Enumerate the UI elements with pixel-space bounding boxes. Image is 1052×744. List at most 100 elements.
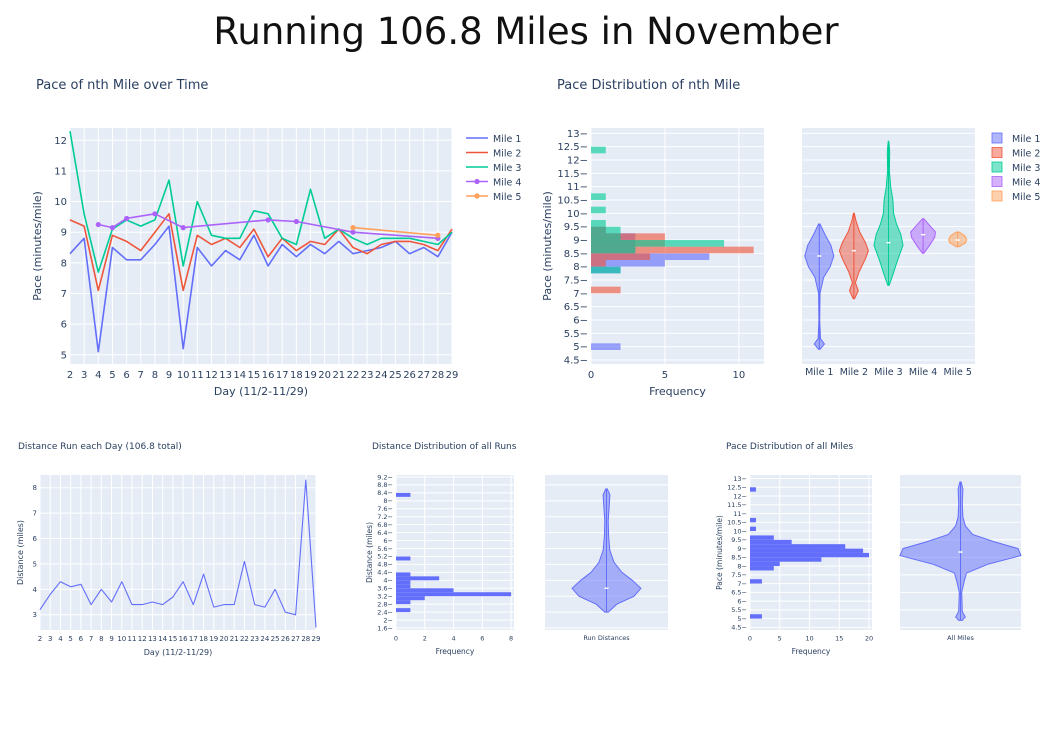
pace-hist-mile-2-bar bbox=[591, 246, 754, 254]
legend-swatch-box bbox=[991, 147, 1003, 158]
pace-line-y-axis-label: Pace (minutes/mile) bbox=[31, 191, 44, 301]
distance-hist-x-axis-label: Frequency bbox=[436, 647, 475, 656]
pace-line-x-tick-label: 29 bbox=[446, 370, 459, 381]
pace-line-y-tick-label: 9 bbox=[61, 228, 67, 239]
distance-hist-y-tick-label: 5.2− bbox=[377, 553, 393, 561]
distance-hist-y-tick-label: 4.8− bbox=[377, 561, 393, 569]
pace-line-mile-5-point bbox=[350, 225, 356, 231]
pace-line-mile-4-point bbox=[123, 215, 130, 222]
pace-violin-x-tick-label: Mile 3 bbox=[874, 367, 902, 378]
allpace-hist-y-tick-label: 13− bbox=[733, 475, 747, 483]
legend-entry-label: Mile 3 bbox=[1012, 163, 1040, 174]
distance-hist-y-tick-label: 3.2− bbox=[377, 592, 393, 600]
pace-line-mile-4-point bbox=[180, 225, 186, 231]
pace-line-x-tick-label: 8 bbox=[152, 370, 158, 381]
legend-entry-label: Mile 4 bbox=[1012, 178, 1040, 189]
pace-line-x-tick-label: 7 bbox=[138, 370, 144, 381]
pace-hist-y-tick-label: 8.5− bbox=[564, 249, 588, 260]
distance-line-x-tick-label: 6 bbox=[79, 635, 84, 643]
pace-hist-y-tick-label: 13− bbox=[567, 129, 588, 140]
allpace-hist-bar bbox=[750, 535, 774, 540]
pace-line-mile-4-point bbox=[152, 211, 158, 217]
distance-line-x-tick-label: 28 bbox=[301, 635, 310, 643]
pace-line-plot-bg bbox=[70, 128, 452, 364]
distance-line-x-tick-label: 24 bbox=[260, 635, 269, 643]
allpace-hist-y-tick-label: 4.5− bbox=[731, 624, 747, 632]
pace-line-mile-5-line bbox=[352, 226, 438, 237]
distance-line-x-tick-label: 16 bbox=[179, 635, 188, 643]
distance-hist-y-tick-label: 8.4− bbox=[377, 489, 393, 497]
pace-hist-mile-1-bar bbox=[591, 260, 665, 267]
distance-line-y-tick-label: 4 bbox=[33, 586, 38, 594]
pace-line-mile-5-point bbox=[435, 232, 441, 238]
pace-line-x-tick-label: 27 bbox=[417, 370, 430, 381]
pace-hist-y-tick-label: 7.5− bbox=[564, 276, 588, 287]
distance-hist-y-tick-label: 6.8− bbox=[377, 521, 393, 529]
allpace-hist-y-tick-label: 6.5− bbox=[731, 589, 747, 597]
allpace-hist-bar bbox=[750, 548, 864, 553]
pace-line-x-tick-label: 14 bbox=[233, 370, 246, 381]
legend-swatch-box bbox=[991, 190, 1003, 202]
pace-hist-y-tick-label: 6.5− bbox=[564, 302, 588, 313]
distance-line-y-tick-label: 5 bbox=[33, 560, 37, 568]
pace-hist-mile-3-bar bbox=[591, 266, 621, 274]
pace-hist-mile-3-bar bbox=[591, 233, 621, 240]
distance-line-x-tick-label: 14 bbox=[158, 635, 167, 643]
pace-hist-y-tick-label: 11− bbox=[567, 182, 588, 193]
pace-hist-y-tick-label: 6− bbox=[573, 316, 588, 327]
pace-hist-y-axis-label: Pace (minutes/mile) bbox=[541, 191, 554, 301]
allpace-hist-y-tick-label: 7.5− bbox=[731, 571, 747, 579]
pace-violin-x-tick-label: Mile 5 bbox=[944, 367, 972, 378]
distance-hist-bar bbox=[396, 556, 411, 561]
distance-hist-x-tick-label: 4 bbox=[451, 635, 455, 643]
allpace-hist-bar bbox=[750, 557, 822, 562]
distance-line-x-axis-label: Day (11/2-11/29) bbox=[144, 648, 213, 657]
pace-line-mile-4-point bbox=[293, 218, 299, 225]
allpace-hist-y-tick-label: 9.5− bbox=[731, 536, 747, 544]
distance-line-x-tick-label: 12 bbox=[138, 635, 147, 643]
pace-line-x-tick-label: 6 bbox=[123, 370, 129, 381]
legend-entry-label: Mile 1 bbox=[493, 134, 521, 145]
pace-line-x-tick-label: 11 bbox=[191, 370, 204, 381]
distance-hist-y-axis-label: Distance (miles) bbox=[365, 522, 374, 583]
distance-hist-bar bbox=[396, 576, 440, 581]
pace-line-x-tick-label: 15 bbox=[248, 370, 261, 381]
allpace-hist-y-tick-label: 7− bbox=[737, 580, 747, 588]
legend-entry-label: Mile 2 bbox=[493, 149, 521, 160]
distance-line-x-tick-label: 13 bbox=[148, 635, 157, 643]
distance-hist-y-tick-label: 3.6− bbox=[377, 585, 393, 593]
distance-hist-bar bbox=[396, 596, 425, 601]
pace-hist-mile-3-bar bbox=[591, 146, 606, 154]
distance-hist-x-tick-label: 8 bbox=[509, 635, 513, 643]
pace-line-y-tick-label: 11 bbox=[54, 166, 67, 177]
pace-violin-x-tick-label: Mile 1 bbox=[805, 367, 833, 378]
pace-line-x-tick-label: 9 bbox=[166, 370, 172, 381]
pace-hist-mile-2-bar bbox=[591, 260, 606, 267]
legend-swatch-box bbox=[991, 176, 1003, 187]
legend-entry-label: Mile 2 bbox=[1012, 149, 1040, 160]
distance-line-x-tick-label: 20 bbox=[220, 635, 229, 643]
distance-hist-y-tick-label: 8− bbox=[383, 497, 393, 505]
pace-hist-y-tick-label: 8− bbox=[573, 262, 588, 273]
pace-hist-mile-3-bar bbox=[591, 226, 621, 234]
pace-hist-x-tick-label: 0 bbox=[588, 370, 594, 381]
distance-line-x-tick-label: 19 bbox=[209, 635, 218, 643]
distance-hist-y-tick-label: 7.2− bbox=[377, 513, 393, 521]
distance-hist-y-tick-label: 2.4− bbox=[377, 608, 393, 616]
distance-line-x-tick-label: 27 bbox=[291, 635, 300, 643]
allpace-hist-bar bbox=[750, 561, 780, 567]
distance-line-x-tick-label: 7 bbox=[89, 635, 93, 643]
distance-line-x-tick-label: 21 bbox=[230, 635, 239, 643]
distance-line-series-line bbox=[39, 479, 317, 628]
pace-line-x-tick-label: 19 bbox=[304, 370, 317, 381]
pace-hist-x-axis-label: Frequency bbox=[649, 385, 706, 398]
pace-line-x-tick-label: 22 bbox=[347, 370, 360, 381]
distance-hist-y-tick-label: 7.6− bbox=[377, 505, 393, 513]
distance-hist-y-tick-label: 6.4− bbox=[377, 529, 393, 537]
legend-entry-label: Mile 5 bbox=[493, 192, 521, 203]
distance-hist-y-tick-label: 4.4− bbox=[377, 569, 393, 577]
allpace-hist-y-tick-label: 10− bbox=[733, 527, 747, 535]
distance-hist-y-tick-label: 9.2− bbox=[377, 473, 393, 481]
pace-violin-x-tick-label: Mile 4 bbox=[909, 367, 937, 378]
allpace-hist-x-tick-label: 10 bbox=[805, 635, 813, 643]
